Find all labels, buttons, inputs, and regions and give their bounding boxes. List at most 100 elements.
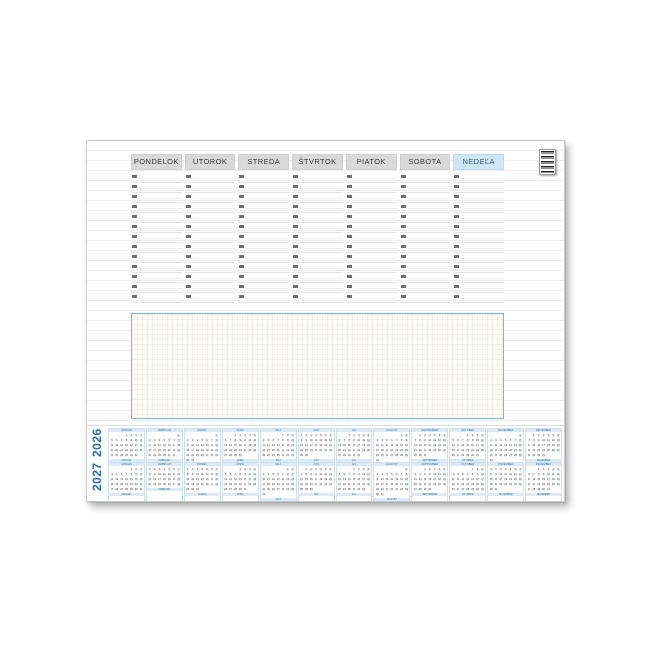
planner-day-cell[interactable] bbox=[399, 273, 451, 283]
planner-day-cell[interactable] bbox=[238, 253, 290, 263]
planner-day-cell[interactable] bbox=[238, 183, 290, 193]
planner-day-cell[interactable] bbox=[292, 253, 343, 263]
mini-calendar-2027-8[interactable]: AUGUST 1 2 3 4 5 6 7 8 9 10 11 12 13 14 15 16 17 18 19 20 21 2… bbox=[373, 462, 411, 501]
planner-day-cell[interactable] bbox=[292, 233, 343, 243]
planner-day-cell[interactable] bbox=[345, 213, 397, 223]
mini-calendar-2026-1[interactable]: JANUÁR 1 2 3 4 5 6 7 8 9 10 11 12 13 14 15 16 17 18 19 20 21 2… bbox=[108, 428, 145, 468]
planner-day-cell[interactable] bbox=[184, 193, 236, 203]
mini-calendar-2026-5[interactable]: MÁJ 1 2 3 4 5 6 7 8 9 10 11 12 13 14 15 16 17 18 19 20 21 22 23… bbox=[259, 428, 297, 468]
mini-calendar-2027-7[interactable]: JÚL 1 2 3 4 5 6 7 8 9 10 11 12 13 14 15 16 17 18 19 20 21 22 23… bbox=[335, 462, 373, 501]
mini-calendar-2027-1[interactable]: JANUÁR 1 2 3 4 5 6 7 8 9 10 11 12 13 14 15 16 17 18 19 20 21 2… bbox=[108, 462, 145, 501]
planner-day-cell[interactable] bbox=[345, 173, 397, 183]
planner-day-cell[interactable] bbox=[131, 283, 182, 293]
planner-day-cell[interactable] bbox=[453, 173, 505, 183]
planner-day-cell[interactable] bbox=[131, 253, 182, 263]
planner-day-cell[interactable] bbox=[131, 173, 182, 183]
planner-day-cell[interactable] bbox=[184, 223, 236, 233]
planner-day-cell[interactable] bbox=[453, 273, 505, 283]
planner-day-cell[interactable] bbox=[131, 213, 182, 223]
planner-day-cell[interactable] bbox=[399, 253, 451, 263]
mini-calendar-2027-5[interactable]: MÁJ 1 2 3 4 5 6 7 8 9 10 11 12 13 14 15 16 17 18 19 20 21 22 23… bbox=[259, 462, 297, 501]
planner-day-cell[interactable] bbox=[292, 213, 343, 223]
planner-day-cell[interactable] bbox=[238, 233, 290, 243]
planner-day-cell[interactable] bbox=[345, 193, 397, 203]
graph-paper-notes-area[interactable] bbox=[131, 313, 504, 419]
planner-day-cell[interactable] bbox=[131, 293, 182, 303]
mini-calendar-2027-6[interactable]: JÚN 1 2 3 4 5 6 7 8 9 10 11 12 13 14 15 16 17 18 19 20 21 22 23… bbox=[297, 462, 335, 501]
planner-day-cell[interactable] bbox=[292, 293, 343, 303]
planner-day-cell[interactable] bbox=[399, 203, 451, 213]
planner-day-cell[interactable] bbox=[184, 173, 236, 183]
mini-calendar-2026-10[interactable]: OKTÓBER 1 2 3 4 5 6 7 8 9 10 11 12 13 14 15 16 17 18 19 20 21… bbox=[449, 428, 487, 468]
mini-calendar-2026-3[interactable]: MAREC 1 2 3 4 5 6 7 8 9 10 11 12 13 14 15 16 17 18 19 20 21 22… bbox=[183, 428, 221, 468]
planner-day-cell[interactable] bbox=[453, 213, 505, 223]
planner-day-cell[interactable] bbox=[292, 243, 343, 253]
mini-calendar-2026-7[interactable]: JÚL 1 2 3 4 5 6 7 8 9 10 11 12 13 14 15 16 17 18 19 20 21 22 23… bbox=[335, 428, 373, 468]
planner-day-cell[interactable] bbox=[131, 183, 182, 193]
planner-day-cell[interactable] bbox=[345, 223, 397, 233]
planner-day-cell[interactable] bbox=[399, 283, 451, 293]
mini-calendar-2026-9[interactable]: SEPTEMBER 1 2 3 4 5 6 7 8 9 10 11 12 13 14 15 16 17 18 19 20… bbox=[411, 428, 449, 468]
planner-day-cell[interactable] bbox=[345, 283, 397, 293]
planner-day-cell[interactable] bbox=[453, 283, 505, 293]
planner-day-cell[interactable] bbox=[184, 243, 236, 253]
mini-calendar-2026-8[interactable]: AUGUST 1 2 3 4 5 6 7 8 9 10 11 12 13 14 15 16 17 18 19 20 21 2… bbox=[373, 428, 411, 468]
planner-day-cell[interactable] bbox=[345, 273, 397, 283]
planner-day-cell[interactable] bbox=[399, 233, 451, 243]
planner-day-cell[interactable] bbox=[184, 273, 236, 283]
planner-day-cell[interactable] bbox=[292, 273, 343, 283]
planner-day-cell[interactable] bbox=[345, 183, 397, 193]
planner-day-cell[interactable] bbox=[131, 243, 182, 253]
planner-day-cell[interactable] bbox=[292, 203, 343, 213]
mini-calendar-2027-9[interactable]: SEPTEMBER 1 2 3 4 5 6 7 8 9 10 11 12 13 14 15 16 17 18 19 20… bbox=[411, 462, 449, 501]
planner-day-cell[interactable] bbox=[399, 213, 451, 223]
planner-day-cell[interactable] bbox=[292, 283, 343, 293]
planner-day-cell[interactable] bbox=[184, 213, 236, 223]
planner-day-cell[interactable] bbox=[184, 183, 236, 193]
planner-day-cell[interactable] bbox=[292, 173, 343, 183]
planner-day-cell[interactable] bbox=[238, 213, 290, 223]
planner-day-cell[interactable] bbox=[184, 263, 236, 273]
planner-day-cell[interactable] bbox=[345, 243, 397, 253]
planner-day-cell[interactable] bbox=[238, 263, 290, 273]
planner-day-cell[interactable] bbox=[399, 243, 451, 253]
mini-calendar-2026-4[interactable]: APRÍL 1 2 3 4 5 6 7 8 9 10 11 12 13 14 15 16 17 18 19 20 21 22… bbox=[221, 428, 259, 468]
planner-day-cell[interactable] bbox=[238, 293, 290, 303]
planner-day-cell[interactable] bbox=[238, 193, 290, 203]
planner-day-cell[interactable] bbox=[292, 223, 343, 233]
planner-day-cell[interactable] bbox=[399, 173, 451, 183]
planner-day-cell[interactable] bbox=[345, 253, 397, 263]
planner-day-cell[interactable] bbox=[131, 223, 182, 233]
planner-day-cell[interactable] bbox=[238, 243, 290, 253]
planner-day-cell[interactable] bbox=[399, 293, 451, 303]
planner-day-cell[interactable] bbox=[238, 273, 290, 283]
planner-day-cell[interactable] bbox=[292, 193, 343, 203]
planner-day-cell[interactable] bbox=[292, 263, 343, 273]
mini-calendar-2027-2[interactable]: FEBRUÁR 1 2 3 4 5 6 7 8 9 10 11 12 13 14 15 16 17 18 19 20 21… bbox=[145, 462, 183, 501]
planner-day-cell[interactable] bbox=[399, 183, 451, 193]
planner-day-cell[interactable] bbox=[453, 203, 505, 213]
mini-calendar-2026-2[interactable]: FEBRUÁR 1 2 3 4 5 6 7 8 9 10 11 12 13 14 15 16 17 18 19 20 21… bbox=[145, 428, 183, 468]
planner-day-cell[interactable] bbox=[184, 203, 236, 213]
mini-calendar-2027-10[interactable]: OKTÓBER 1 2 3 4 5 6 7 8 9 10 11 12 13 14 15 16 17 18 19 20 21… bbox=[449, 462, 487, 501]
planner-day-cell[interactable] bbox=[292, 183, 343, 193]
planner-day-cell[interactable] bbox=[131, 263, 182, 273]
planner-day-cell[interactable] bbox=[184, 253, 236, 263]
planner-day-cell[interactable] bbox=[345, 293, 397, 303]
planner-day-cell[interactable] bbox=[131, 203, 182, 213]
planner-day-cell[interactable] bbox=[453, 293, 505, 303]
mini-calendar-2026-12[interactable]: DECEMBER 1 2 3 4 5 6 7 8 9 10 11 12 13 14 15 16 17 18 19 20 2… bbox=[525, 428, 563, 468]
planner-day-cell[interactable] bbox=[184, 233, 236, 243]
planner-day-cell[interactable] bbox=[453, 183, 505, 193]
planner-day-cell[interactable] bbox=[345, 233, 397, 243]
mini-calendar-2026-6[interactable]: JÚN 1 2 3 4 5 6 7 8 9 10 11 12 13 14 15 16 17 18 19 20 21 22 23… bbox=[297, 428, 335, 468]
mini-calendar-2027-4[interactable]: APRÍL 1 2 3 4 5 6 7 8 9 10 11 12 13 14 15 16 17 18 19 20 21 22… bbox=[221, 462, 259, 501]
mini-calendar-2027-12[interactable]: DECEMBER 1 2 3 4 5 6 7 8 9 10 11 12 13 14 15 16 17 18 19 20 2… bbox=[525, 462, 563, 501]
mini-calendar-2027-11[interactable]: NOVEMBER 1 2 3 4 5 6 7 8 9 10 11 12 13 14 15 16 17 18 19 20 2… bbox=[487, 462, 525, 501]
planner-day-cell[interactable] bbox=[453, 223, 505, 233]
planner-day-cell[interactable] bbox=[345, 263, 397, 273]
planner-day-cell[interactable] bbox=[453, 253, 505, 263]
planner-day-cell[interactable] bbox=[399, 193, 451, 203]
planner-day-cell[interactable] bbox=[238, 223, 290, 233]
planner-day-cell[interactable] bbox=[453, 263, 505, 273]
